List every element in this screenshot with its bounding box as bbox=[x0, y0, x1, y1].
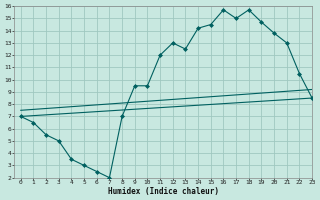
X-axis label: Humidex (Indice chaleur): Humidex (Indice chaleur) bbox=[108, 187, 219, 196]
